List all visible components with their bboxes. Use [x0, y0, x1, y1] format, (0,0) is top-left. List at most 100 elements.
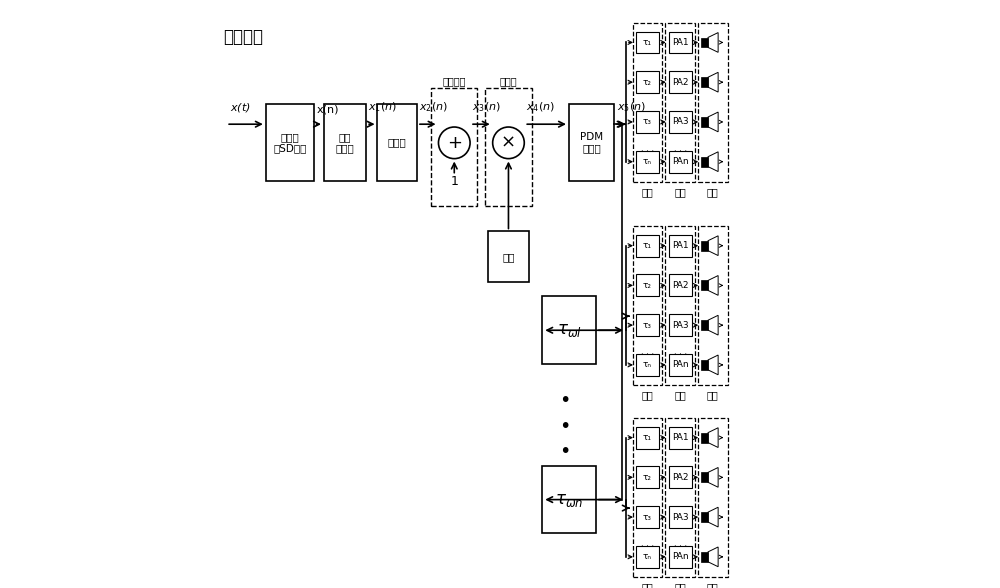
Text: 幅度
归一化: 幅度 归一化 — [336, 132, 354, 153]
Bar — [698, 22, 728, 182]
Text: PA3: PA3 — [672, 118, 688, 126]
Bar — [669, 151, 692, 173]
Text: x($t$): x($t$) — [230, 101, 251, 114]
Bar — [669, 427, 692, 449]
Text: $x_5(n)$: $x_5(n)$ — [617, 101, 646, 114]
Bar — [669, 354, 692, 376]
Text: PDM
数字化: PDM 数字化 — [580, 132, 603, 153]
Bar — [665, 226, 695, 385]
Text: · · ·: · · · — [641, 147, 654, 156]
Bar — [636, 354, 659, 376]
Text: 功放: 功放 — [674, 390, 686, 400]
Bar — [701, 512, 708, 522]
Text: · · ·: · · · — [674, 542, 687, 552]
Bar — [542, 466, 596, 533]
Bar — [701, 117, 708, 127]
Bar — [569, 105, 614, 181]
Text: PA2: PA2 — [672, 281, 688, 290]
Bar — [636, 275, 659, 296]
Text: PA3: PA3 — [672, 320, 688, 330]
Text: +: + — [447, 134, 462, 152]
Text: 延迟: 延迟 — [641, 583, 653, 588]
Text: τ₂: τ₂ — [643, 473, 652, 482]
Text: 音频信号: 音频信号 — [223, 28, 263, 46]
Bar — [636, 314, 659, 336]
Text: PA1: PA1 — [672, 433, 688, 442]
Bar — [701, 360, 708, 370]
Bar — [636, 546, 659, 568]
Bar — [701, 77, 708, 87]
Text: 调制比: 调制比 — [388, 138, 407, 148]
Bar — [698, 226, 728, 385]
Bar — [669, 32, 692, 54]
Bar — [665, 22, 695, 182]
Text: 功放: 功放 — [674, 583, 686, 588]
Text: · · ·: · · · — [674, 147, 687, 156]
Text: 乘法器: 乘法器 — [500, 76, 517, 86]
Text: 阵列: 阵列 — [707, 390, 719, 400]
Bar — [669, 275, 692, 296]
Bar — [633, 22, 662, 182]
Bar — [636, 71, 659, 93]
Bar — [266, 105, 314, 181]
Bar — [701, 157, 708, 166]
Text: $\tau_{\omega n}$: $\tau_{\omega n}$ — [555, 490, 583, 509]
Bar — [636, 111, 659, 133]
Bar — [701, 472, 708, 482]
Bar — [669, 71, 692, 93]
Bar — [485, 88, 532, 206]
Bar — [669, 506, 692, 528]
Bar — [324, 105, 366, 181]
Bar — [636, 427, 659, 449]
Text: τ₂: τ₂ — [643, 78, 652, 86]
Bar — [701, 552, 708, 562]
Bar — [633, 417, 662, 577]
Text: 阵列: 阵列 — [707, 583, 719, 588]
Text: PAn: PAn — [672, 360, 688, 369]
Text: 1: 1 — [450, 175, 458, 188]
Text: · · ·: · · · — [641, 542, 654, 552]
Text: PAn: PAn — [672, 157, 688, 166]
Text: 功放: 功放 — [674, 188, 686, 198]
Bar — [698, 417, 728, 577]
Text: PA2: PA2 — [672, 473, 688, 482]
Text: · · ·: · · · — [641, 350, 654, 359]
Text: $x_3(n)$: $x_3(n)$ — [472, 101, 501, 114]
Bar — [669, 235, 692, 256]
Text: •: • — [559, 417, 571, 436]
Bar — [636, 506, 659, 528]
Bar — [669, 546, 692, 568]
Bar — [377, 105, 417, 181]
Text: 延迟: 延迟 — [641, 188, 653, 198]
Bar — [701, 433, 708, 443]
Bar — [701, 240, 708, 250]
Text: PA1: PA1 — [672, 241, 688, 250]
Bar — [633, 226, 662, 385]
Text: τ₁: τ₁ — [643, 38, 652, 47]
Text: τ₂: τ₂ — [643, 281, 652, 290]
Text: τₙ: τₙ — [643, 157, 652, 166]
Text: $\tau_{\omega l}$: $\tau_{\omega l}$ — [557, 321, 582, 339]
Bar — [701, 280, 708, 290]
Bar — [669, 111, 692, 133]
Text: PA3: PA3 — [672, 513, 688, 522]
Text: τ₁: τ₁ — [643, 241, 652, 250]
Text: τₙ: τₙ — [643, 552, 652, 562]
Text: 数字化
（SD卡）: 数字化 （SD卡） — [273, 132, 306, 153]
Text: 电平调整: 电平调整 — [443, 76, 466, 86]
Bar — [542, 296, 596, 364]
Bar — [669, 314, 692, 336]
Bar — [665, 417, 695, 577]
Bar — [636, 235, 659, 256]
Text: PA2: PA2 — [672, 78, 688, 86]
Text: τₙ: τₙ — [643, 360, 652, 369]
Text: ×: × — [501, 134, 516, 152]
Text: •: • — [559, 392, 571, 410]
Text: PAn: PAn — [672, 552, 688, 562]
Text: τ₁: τ₁ — [643, 433, 652, 442]
Text: •: • — [559, 442, 571, 461]
Text: · · ·: · · · — [674, 350, 687, 359]
Bar — [488, 232, 529, 282]
Bar — [701, 38, 708, 48]
Bar — [669, 466, 692, 488]
